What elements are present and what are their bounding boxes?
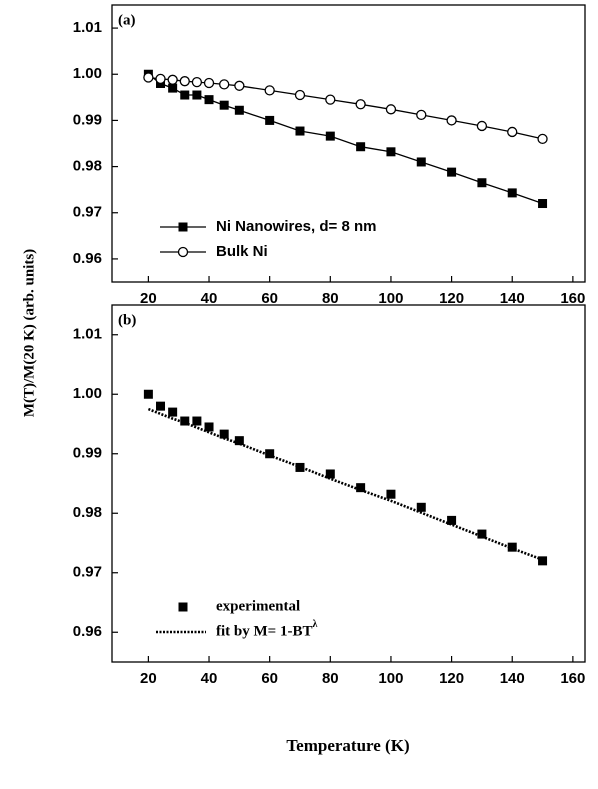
y-tick-label: 0.96 (73, 623, 102, 640)
marker (386, 147, 396, 157)
x-tick-label: 20 (140, 670, 157, 687)
marker (168, 407, 178, 417)
panel-label: (a) (118, 12, 136, 28)
y-tick-label: 0.98 (73, 158, 102, 175)
marker (325, 131, 335, 141)
y-tick-label: 1.00 (73, 385, 102, 402)
y-tick-label: 0.98 (73, 504, 102, 521)
marker (477, 178, 487, 188)
legend-label: Ni Nanowires, d= 8 nm (216, 218, 376, 235)
series-line (147, 407, 544, 561)
marker (180, 416, 190, 426)
x-tick-label: 100 (378, 670, 403, 687)
y-tick-label: 1.00 (73, 65, 102, 82)
marker (507, 188, 517, 198)
x-tick-label: 120 (439, 290, 464, 307)
marker (476, 120, 488, 132)
legend-entry: fit by M= 1-BTλ (156, 619, 317, 639)
plot-frame (111, 4, 586, 283)
marker (203, 77, 215, 89)
marker (219, 79, 230, 90)
marker (356, 483, 366, 493)
marker (191, 76, 203, 88)
marker (234, 80, 245, 91)
marker (192, 90, 202, 100)
marker (356, 142, 366, 152)
marker (177, 246, 189, 258)
marker (156, 401, 166, 411)
y-tick-label: 0.96 (73, 250, 102, 267)
legend-entry: experimental (178, 598, 300, 614)
marker (537, 133, 548, 145)
legend-label: Bulk Ni (216, 243, 268, 260)
y-tick-label: 0.99 (73, 111, 102, 128)
y-tick-label: 1.01 (73, 326, 102, 343)
plot-frame (111, 304, 586, 663)
legend-entry: Bulk Ni (160, 243, 268, 260)
legend-superscript: λ (312, 619, 317, 630)
marker (507, 126, 518, 138)
marker (294, 89, 306, 101)
x-tick-label: 120 (439, 670, 464, 687)
y-tick-label: 0.99 (73, 445, 102, 462)
y-axis-title: M(T)/M(20 K) (arb. units) (21, 249, 37, 417)
x-tick-label: 100 (378, 290, 403, 307)
marker (446, 115, 457, 126)
x-tick-label: 40 (201, 670, 218, 687)
x-tick-label: 140 (500, 290, 525, 307)
marker (219, 429, 229, 439)
panel-label: (b) (118, 312, 136, 328)
marker (143, 72, 154, 83)
marker (538, 199, 548, 209)
marker (143, 389, 153, 399)
marker (168, 83, 178, 93)
marker (179, 76, 190, 87)
marker (416, 157, 426, 167)
marker (204, 422, 214, 432)
marker (180, 90, 190, 100)
marker (355, 99, 366, 110)
marker (416, 109, 427, 121)
x-tick-label: 80 (322, 670, 339, 687)
x-tick-label: 160 (560, 290, 585, 307)
x-tick-label: 40 (201, 290, 218, 307)
marker (234, 436, 244, 446)
x-tick-label: 60 (261, 290, 278, 307)
marker (385, 104, 397, 115)
marker (265, 115, 275, 125)
marker (295, 126, 305, 136)
x-tick-label: 20 (140, 290, 157, 307)
legend-entry: Ni Nanowires, d= 8 nm (160, 218, 376, 235)
x-tick-label: 80 (322, 290, 339, 307)
y-tick-label: 1.01 (73, 19, 102, 36)
marker (477, 529, 487, 539)
marker (538, 556, 548, 566)
x-tick-label: 60 (261, 670, 278, 687)
x-tick-label: 160 (560, 670, 585, 687)
marker (447, 515, 457, 525)
marker (447, 167, 457, 177)
legend-label: fit by M= 1-BTλ (216, 619, 317, 639)
marker (178, 222, 188, 232)
marker (265, 449, 275, 459)
marker (234, 105, 244, 115)
legend-label: experimental (216, 598, 300, 614)
x-axis-title: Temperature (K) (286, 736, 409, 755)
y-tick-label: 0.97 (73, 564, 102, 581)
x-tick-label: 140 (500, 670, 525, 687)
marker (155, 73, 166, 85)
marker (325, 94, 336, 105)
y-tick-label: 0.97 (73, 204, 102, 221)
marker (386, 489, 396, 499)
marker (219, 100, 229, 110)
marker (167, 74, 178, 85)
marker (178, 602, 188, 612)
marker (325, 469, 335, 479)
marker (416, 502, 426, 512)
marker (204, 95, 214, 105)
marker (264, 85, 275, 96)
marker (192, 416, 202, 426)
